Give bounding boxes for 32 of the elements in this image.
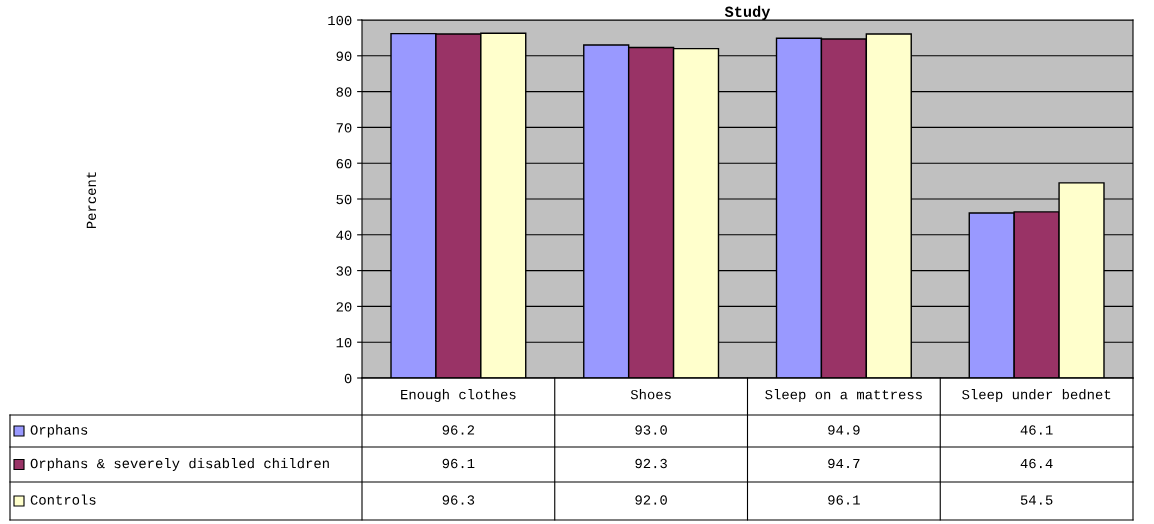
data-label: 92.0 bbox=[635, 495, 667, 505]
data-label: 96.3 bbox=[442, 495, 475, 505]
x-tick-label: Sleep on a mattress bbox=[765, 389, 922, 403]
x-tick-label: Shoes bbox=[630, 389, 671, 400]
data-label: 96.1 bbox=[828, 495, 860, 505]
y-tick-label: 70 bbox=[336, 123, 352, 133]
data-label: 92.3 bbox=[635, 458, 667, 469]
y-tick-label: 90 bbox=[336, 51, 352, 61]
legend-label: Orphans bbox=[30, 424, 88, 438]
data-label: 54.5 bbox=[1020, 495, 1053, 505]
y-tick-label: 40 bbox=[336, 230, 352, 240]
text: Percent bbox=[86, 172, 97, 229]
legend-label: Controls bbox=[30, 494, 96, 505]
data-label: 46.4 bbox=[1020, 458, 1053, 469]
data-label: 96.1 bbox=[442, 458, 475, 469]
y-tick-label: 50 bbox=[336, 194, 352, 205]
legend-label: Orphans & severely disabled children bbox=[30, 458, 329, 471]
y-tick-label: 100 bbox=[328, 15, 352, 26]
y-tick-label: 0 bbox=[344, 373, 352, 384]
y-tick-label: 20 bbox=[336, 302, 352, 312]
data-label: 96.2 bbox=[442, 425, 475, 435]
x-tick-label: Enough clothes bbox=[401, 389, 516, 403]
chart-title: Study bbox=[724, 5, 771, 20]
y-tick-label: 10 bbox=[336, 337, 352, 348]
y-tick-label: 60 bbox=[336, 158, 352, 169]
x-tick-label: Sleep under bednet bbox=[962, 389, 1111, 403]
y-tick-label: 30 bbox=[336, 266, 352, 276]
data-label: 46.1 bbox=[1020, 425, 1053, 435]
data-label: 94.9 bbox=[828, 425, 860, 435]
data-label: 93.0 bbox=[635, 425, 667, 435]
y-tick-label: 80 bbox=[336, 87, 352, 97]
data-label: 94.7 bbox=[828, 458, 860, 469]
